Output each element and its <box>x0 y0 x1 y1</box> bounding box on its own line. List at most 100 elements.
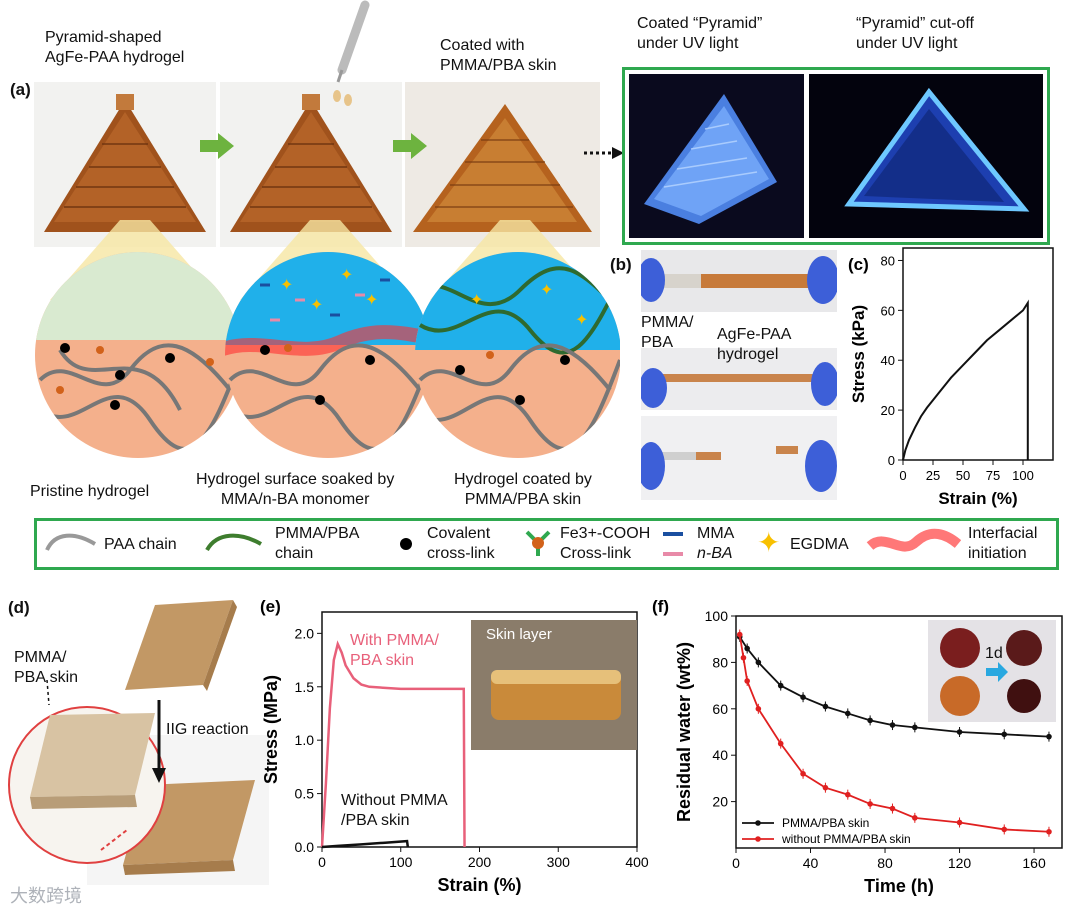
y-tick-label: 100 <box>705 608 729 624</box>
skin-layer-inset-photo <box>471 620 637 750</box>
x-tick-label: 0 <box>899 468 906 483</box>
y-tick-label: 20 <box>712 794 728 810</box>
x-tick-label: 0 <box>732 855 740 871</box>
dropper-icon <box>333 0 370 106</box>
legend-pmma-line1: PMMA/PBA <box>275 525 360 542</box>
label-b-gel: AgFe-PAA hydrogel <box>717 325 791 365</box>
label-b-skin-line2: PBA <box>641 334 674 351</box>
caption-skin: Hydrogel coated by PMMA/PBA skin <box>454 470 592 510</box>
series-label-with-skin: PBA skin <box>350 652 414 669</box>
chart-e: (e) 0 100 200 300 400 0.0 0.5 1.0 1.5 2.0 Strain (%… <box>260 597 649 895</box>
pmma-chain-icon <box>205 533 262 552</box>
x-tick-label: 50 <box>956 468 970 483</box>
x-axis-label: Strain (%) <box>938 489 1017 508</box>
legend-fe-line2: Cross-link <box>560 545 632 562</box>
legend-covalent-line2: cross-link <box>427 545 495 562</box>
caption-uv1-line1: Coated “Pyramid” <box>637 15 763 32</box>
caption-uv1: Coated “Pyramid” under UV light <box>637 14 762 54</box>
y-tick-label: 40 <box>712 747 728 763</box>
x-tick-label: 75 <box>986 468 1000 483</box>
mma-icon <box>663 532 683 536</box>
y-axis-label: Residual water (wt%) <box>674 642 694 822</box>
legend-frame <box>34 518 1059 570</box>
legend-label-0: PMMA/PBA skin <box>782 816 869 830</box>
legend-interfacial-line1: Interfacial <box>968 525 1038 542</box>
legend-label-1: without PMMA/PBA skin <box>781 832 911 846</box>
legend-interfacial-line2: initiation <box>968 545 1027 562</box>
watermark: 大数跨境 <box>10 886 82 906</box>
plot-frame <box>735 615 1063 849</box>
caption-pyramid-line1: Pyramid-shaped <box>45 29 162 46</box>
y-tick-label: 60 <box>881 303 895 318</box>
svg-text:✦: ✦ <box>470 292 483 309</box>
x-axis-label: Time (h) <box>864 876 934 896</box>
paa-chain-icon <box>45 533 97 551</box>
uv-photo-coated <box>629 74 804 238</box>
panel-d-schematic <box>8 600 269 885</box>
caption-pyramid: Pyramid-shaped AgFe-PAA hydrogel <box>45 28 184 68</box>
x-tick-label: 80 <box>877 855 893 871</box>
svg-text:✦: ✦ <box>340 267 353 284</box>
series-label-without-skin: /PBA skin <box>341 812 409 829</box>
y-tick-label: 0.5 <box>295 786 315 802</box>
x-tick-label: 160 <box>1022 855 1046 871</box>
x-tick-label: 25 <box>926 468 940 483</box>
series-label-without-skin: Without PMMA <box>341 792 448 809</box>
label-b-gel-line1: AgFe-PAA <box>717 326 792 343</box>
label-d-skin: PMMA/ PBA skin <box>14 648 78 688</box>
x-tick-label: 100 <box>1012 468 1034 483</box>
panel-f-tag: (f) <box>652 597 669 616</box>
legend-mma: MMA <box>697 525 735 542</box>
disc-inset-photo <box>928 620 1056 722</box>
x-tick-label: 40 <box>803 855 819 871</box>
caption-pyramid-line2: AgFe-PAA hydrogel <box>45 49 185 66</box>
panel-a-tag: (a) <box>10 80 31 99</box>
y-tick-label: 60 <box>712 701 728 717</box>
caption-uv2: “Pyramid” cut-off under UV light <box>856 14 974 54</box>
label-d-skin-line2: PBA skin <box>14 669 79 686</box>
svg-text:✦: ✦ <box>365 292 378 309</box>
caption-skin-line1: Hydrogel coated by <box>454 471 592 488</box>
uv-photos-frame <box>622 67 1050 245</box>
y-tick-label: 40 <box>881 353 895 368</box>
svg-text:✦: ✦ <box>280 277 293 294</box>
y-tick-label: 0 <box>888 453 895 468</box>
y-tick-label: 2.0 <box>295 625 315 641</box>
strip-photo-2 <box>641 348 837 410</box>
y-tick-label: 80 <box>712 654 728 670</box>
label-b-gel-line2: hydrogel <box>717 346 779 363</box>
dotted-arrow <box>584 147 624 159</box>
y-tick-label: 1.5 <box>295 679 315 695</box>
series-label-with-skin: With PMMA/ <box>350 632 439 649</box>
inset-1d-label: 1d <box>985 645 1003 662</box>
caption-coated-line1: Coated with <box>440 37 525 54</box>
legend-egdma: EGDMA <box>790 536 849 553</box>
label-d-reaction: IIG reaction <box>166 721 249 738</box>
svg-text:✦: ✦ <box>575 312 588 329</box>
egdma-icon: ✦ <box>757 527 781 558</box>
series-line-1 <box>738 634 1050 833</box>
legend-interfacial: Interfacial initiation <box>968 524 1037 564</box>
x-tick-label: 100 <box>389 854 413 870</box>
y-tick-label: 20 <box>881 403 895 418</box>
panel-c-tag: (c) <box>848 255 869 274</box>
y-tick-label: 1.0 <box>295 732 315 748</box>
pyramid-photo-2 <box>220 82 402 247</box>
schematic-circles: ✦ ✦ ✦ ✦ ✦ ✦ ✦ <box>35 220 620 458</box>
x-tick-label: 400 <box>625 854 649 870</box>
svg-text:✦: ✦ <box>310 297 323 314</box>
legend-fe: Fe3+-COOH Cross-link <box>560 524 650 564</box>
y-axis-label: Stress (kPa) <box>849 305 868 403</box>
caption-uv2-line2: under UV light <box>856 35 958 52</box>
legend-marker-0 <box>755 820 761 826</box>
series-line-1 <box>321 839 410 849</box>
pyramid-photo-1 <box>34 82 216 247</box>
strip-photo-3 <box>641 416 837 500</box>
x-tick-label: 300 <box>547 854 571 870</box>
label-b-skin-line1: PMMA/ <box>641 314 694 331</box>
x-tick-label: 0 <box>318 854 326 870</box>
legend-marker-1 <box>755 836 761 842</box>
y-tick-label: 80 <box>881 253 895 268</box>
fe-crosslink-icon <box>525 530 551 556</box>
caption-coated: Coated with PMMA/PBA skin <box>440 36 556 76</box>
